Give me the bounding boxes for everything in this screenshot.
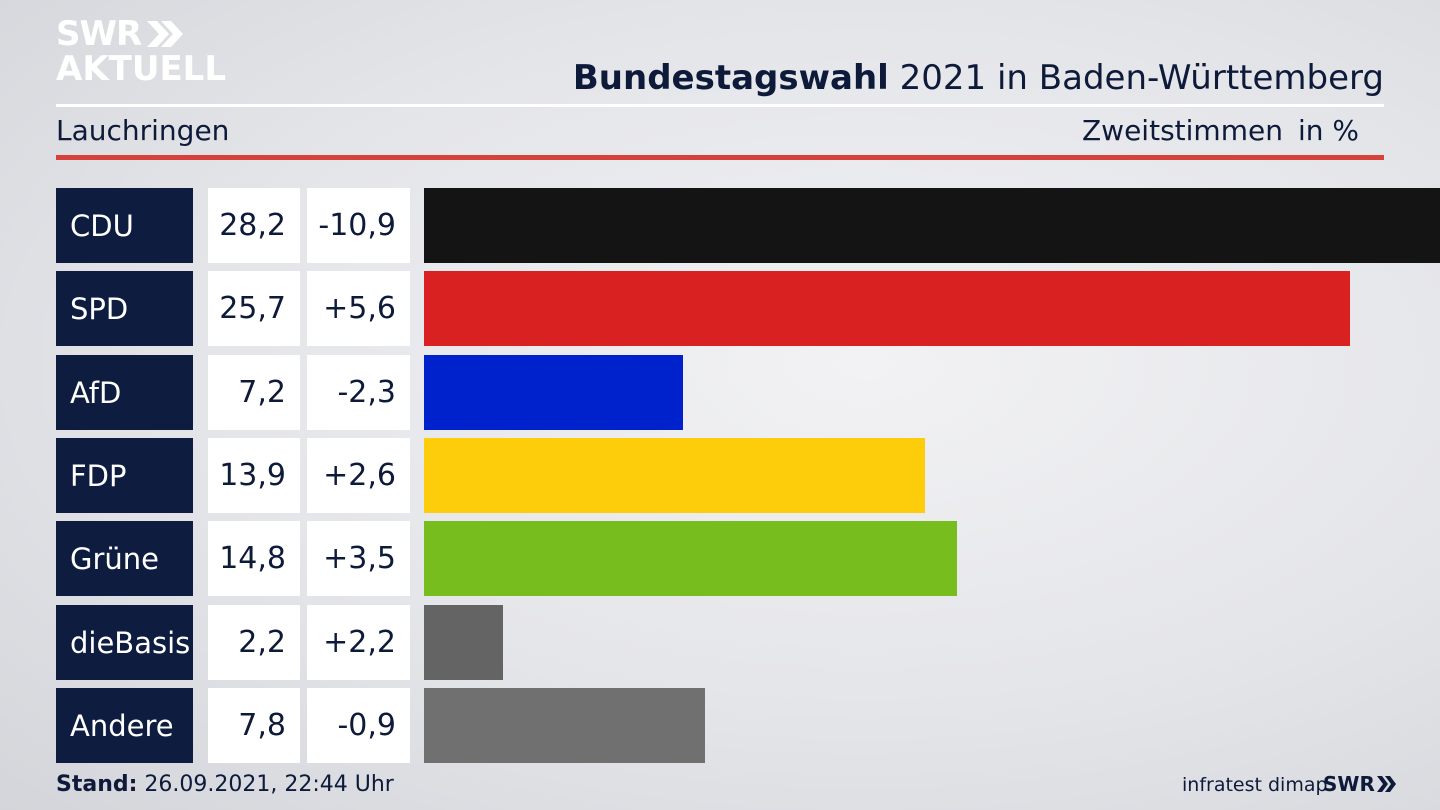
- location-label: Lauchringen: [56, 114, 230, 147]
- double-chevron-icon: [1376, 776, 1396, 792]
- vote-share-label: 28,2: [208, 188, 300, 263]
- party-label: dieBasis: [56, 605, 193, 680]
- timestamp: Stand: 26.09.2021, 22:44 Uhr: [56, 772, 394, 797]
- vote-share-label: 25,7: [208, 271, 300, 346]
- change-label: +2,6: [307, 438, 410, 513]
- change-label: -0,9: [307, 688, 410, 763]
- header-divider: [56, 104, 1384, 107]
- party-label: CDU: [56, 188, 193, 263]
- chart-row: AfD 7,2 -2,3: [56, 355, 1384, 430]
- change-label: +2,2: [307, 605, 410, 680]
- result-bar: [424, 355, 683, 430]
- chart-row: SPD 25,7 +5,6: [56, 271, 1384, 346]
- unit-label: in %: [1298, 114, 1360, 147]
- timestamp-label: Stand:: [56, 772, 138, 797]
- chart-row: FDP 13,9 +2,6: [56, 438, 1384, 513]
- result-bar: [424, 521, 957, 596]
- vote-share-label: 2,2: [208, 605, 300, 680]
- vote-share-label: 7,2: [208, 355, 300, 430]
- swr-aktuell-logo: SWR AKTUELL: [56, 16, 226, 86]
- party-label: SPD: [56, 271, 193, 346]
- chart-row: dieBasis 2,2 +2,2: [56, 605, 1384, 680]
- footer-logo-text: SWR: [1323, 772, 1375, 796]
- change-label: +5,6: [307, 271, 410, 346]
- title-rest: 2021 in Baden-Württemberg: [888, 58, 1384, 98]
- swr-footer-logo: SWR: [1323, 772, 1398, 796]
- vote-share-label: 14,8: [208, 521, 300, 596]
- change-label: +3,5: [307, 521, 410, 596]
- change-label: -10,9: [307, 188, 410, 263]
- change-label: -2,3: [307, 355, 410, 430]
- result-bar: [424, 688, 705, 763]
- double-chevron-icon: [147, 21, 184, 47]
- title-strong: Bundestagswahl: [572, 58, 889, 98]
- logo-aktuell-text: AKTUELL: [56, 49, 227, 89]
- chart-title: Bundestagswahl 2021 in Baden-Württemberg: [573, 58, 1384, 98]
- chart-row: CDU 28,2 -10,9: [56, 188, 1440, 263]
- source-label: infratest dimap: [1182, 774, 1328, 796]
- party-label: FDP: [56, 438, 193, 513]
- logo-swr-text: SWR: [56, 14, 142, 54]
- timestamp-value: 26.09.2021, 22:44 Uhr: [137, 772, 394, 797]
- party-label: Andere: [56, 688, 193, 763]
- party-label: Grüne: [56, 521, 193, 596]
- result-bar: [424, 605, 503, 680]
- chart-row: Andere 7,8 -0,9: [56, 688, 1384, 763]
- votes-type-label: Zweitstimmen: [1082, 114, 1283, 147]
- vote-share-label: 13,9: [208, 438, 300, 513]
- accent-divider: [56, 155, 1384, 160]
- party-label: AfD: [56, 355, 193, 430]
- result-bar: [424, 438, 925, 513]
- result-bar: [424, 188, 1440, 263]
- vote-share-label: 7,8: [208, 688, 300, 763]
- chart-row: Grüne 14,8 +3,5: [56, 521, 1384, 596]
- result-bar: [424, 271, 1350, 346]
